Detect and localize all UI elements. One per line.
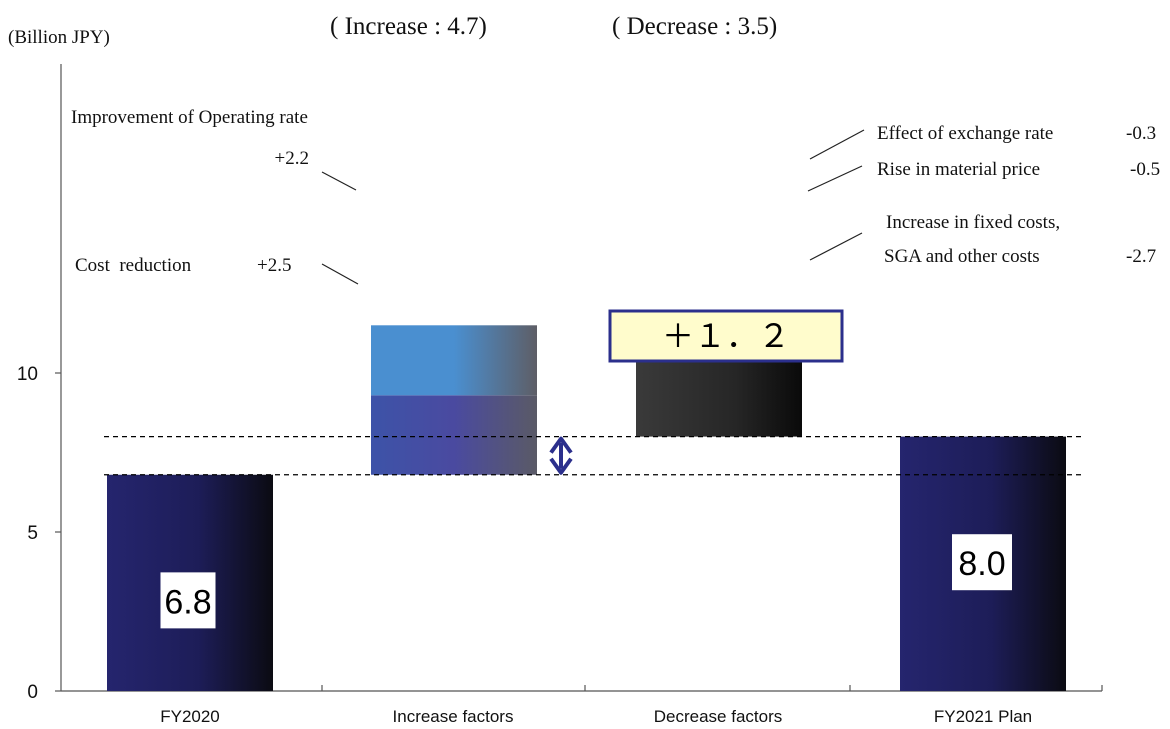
exchange-rate-leader: [809, 129, 865, 160]
cost-reduction-name: Cost reduction: [75, 255, 192, 276]
y-tick-label: 5: [27, 523, 38, 544]
fixed-costs-name-line2: SGA and other costs: [884, 246, 1040, 267]
material-price-value: -0.5: [1130, 159, 1160, 180]
fixed-costs-leader: [809, 232, 863, 261]
total-value-box: [952, 534, 1012, 591]
net-change-label: ＋１．２: [662, 317, 790, 355]
operating-rate-leader: [321, 171, 357, 191]
cost-reduction-leader: [321, 263, 359, 285]
total-value-label: 6.8: [164, 583, 211, 621]
decrease-segment: [636, 350, 802, 437]
x-tick-label: Decrease factors: [654, 707, 783, 726]
y-tick-label: 0: [27, 682, 38, 703]
material-price-name: Rise in material price: [877, 159, 1040, 180]
x-tick-label: FY2021 Plan: [934, 707, 1032, 726]
fixed-costs-name-line1: Increase in fixed costs,: [886, 212, 1060, 233]
y-tick-label: 10: [17, 364, 38, 385]
material-price-leader: [807, 165, 863, 192]
double-arrow-icon: [549, 436, 573, 475]
net-change-box: ＋１．２: [608, 309, 844, 363]
increase-annotations: Improvement of Operating rate +2.2 Cost …: [71, 107, 359, 285]
operating-rate-value: +2.2: [275, 148, 309, 169]
increase-header: ( Increase : 4.7): [330, 13, 487, 40]
exchange-rate-value: -0.3: [1126, 123, 1156, 144]
total-value-box: [160, 572, 216, 629]
increase-segment: [371, 325, 537, 396]
fixed-costs-value: -2.7: [1126, 246, 1156, 267]
x-tick-label: FY2020: [160, 707, 220, 726]
x-tick-label: Increase factors: [393, 707, 514, 726]
increase-segment: [371, 395, 537, 475]
operating-rate-name: Improvement of Operating rate: [71, 107, 308, 128]
decrease-header: ( Decrease : 3.5): [612, 13, 777, 40]
exchange-rate-name: Effect of exchange rate: [877, 123, 1053, 144]
unit-label: (Billion JPY): [8, 27, 110, 48]
total-value-label: 8.0: [958, 545, 1005, 583]
decrease-annotations: Effect of exchange rate -0.3 Rise in mat…: [807, 123, 1160, 267]
cost-reduction-value: +2.5: [257, 255, 291, 276]
